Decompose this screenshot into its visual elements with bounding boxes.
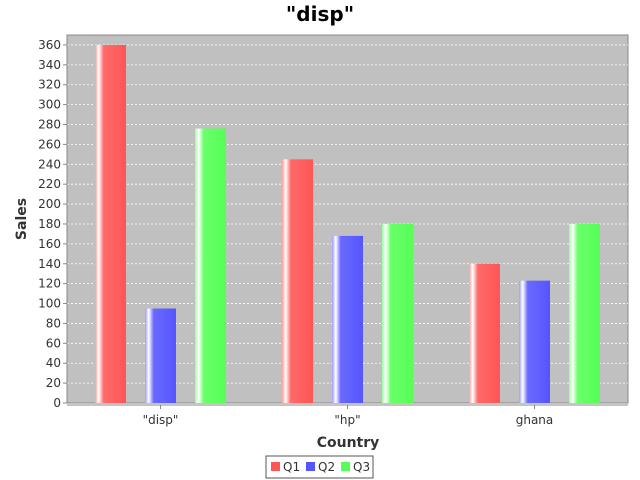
x-tick-label: "hp" bbox=[334, 413, 360, 427]
bar-q1-3 bbox=[469, 263, 500, 403]
bar-q3-3 bbox=[569, 223, 600, 403]
y-tick-label: 280 bbox=[38, 118, 61, 132]
x-tick-label: ghana bbox=[516, 413, 554, 427]
bar-q2-2 bbox=[332, 235, 363, 403]
legend: Q1 Q2 Q3 bbox=[265, 455, 374, 479]
x-tick-label: "disp" bbox=[143, 413, 179, 427]
legend-swatch-q3 bbox=[341, 462, 350, 471]
y-tick-label: 80 bbox=[46, 316, 61, 330]
x-axis-title: Country bbox=[317, 435, 380, 451]
y-axis-ticks: 0 20 40 60 80 100 120 140 160 180 200 220 240 260 280 3… bbox=[38, 38, 67, 410]
legend-swatch-q2 bbox=[306, 462, 315, 471]
x-axis-ticks: "disp" "hp" ghana bbox=[143, 405, 554, 427]
y-tick-label: 320 bbox=[38, 78, 61, 92]
bars bbox=[95, 44, 600, 404]
bar-q3-1 bbox=[195, 128, 226, 404]
y-tick-label: 40 bbox=[46, 356, 61, 370]
y-tick-label: 60 bbox=[46, 336, 61, 350]
y-tick-label: 0 bbox=[53, 396, 61, 410]
y-tick-label: 260 bbox=[38, 137, 61, 151]
y-tick-label: 340 bbox=[38, 58, 61, 72]
y-tick-label: 180 bbox=[38, 217, 61, 231]
y-tick-label: 120 bbox=[38, 277, 61, 291]
legend-label-q1: Q1 bbox=[283, 460, 300, 474]
y-tick-label: 140 bbox=[38, 257, 61, 271]
chart-title: "disp" bbox=[286, 2, 354, 26]
y-tick-label: 300 bbox=[38, 98, 61, 112]
bar-q1-1 bbox=[95, 44, 126, 403]
y-tick-label: 220 bbox=[38, 177, 61, 191]
legend-label-q3: Q3 bbox=[353, 460, 370, 474]
bar-q3-2 bbox=[382, 223, 413, 403]
bar-q1-2 bbox=[282, 159, 313, 403]
bar-q2-3 bbox=[519, 280, 550, 403]
y-tick-label: 160 bbox=[38, 237, 61, 251]
legend-box bbox=[265, 455, 374, 479]
y-tick-label: 240 bbox=[38, 157, 61, 171]
y-tick-label: 20 bbox=[46, 376, 61, 390]
y-tick-label: 360 bbox=[38, 38, 61, 52]
bar-q2-1 bbox=[145, 308, 176, 403]
y-tick-label: 200 bbox=[38, 197, 61, 211]
legend-label-q2: Q2 bbox=[318, 460, 335, 474]
y-tick-label: 100 bbox=[38, 297, 61, 311]
y-axis-title: Sales bbox=[14, 198, 30, 240]
legend-swatch-q1 bbox=[271, 462, 280, 471]
